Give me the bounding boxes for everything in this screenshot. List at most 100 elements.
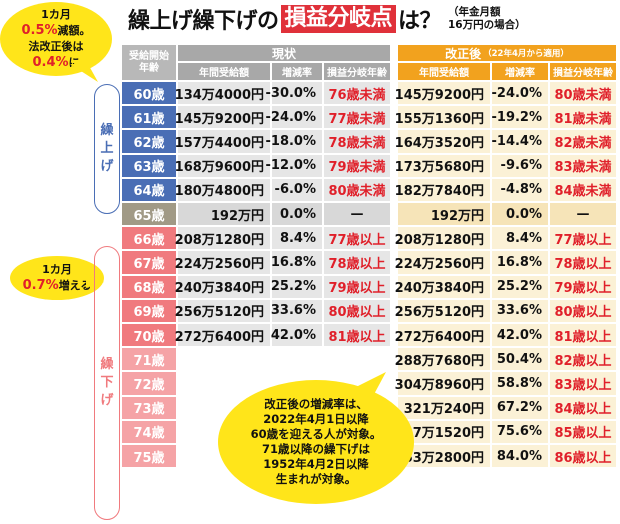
current-amount-cell: 168万9600円 (175, 154, 270, 177)
revised-rate-cell: 84.0% (492, 445, 548, 468)
bubble-top-new-rate: 0.4% (32, 55, 69, 70)
current-rate-cell: -30.0% (266, 82, 322, 105)
current-rate-header: 増減率 (272, 63, 322, 80)
current-breakeven-cell: 79歳未満 (324, 154, 390, 177)
revised-rate-cell: 33.6% (492, 299, 548, 322)
revised-breakeven-cell: 86歳以上 (550, 445, 616, 468)
current-rate-cell: -12.0% (266, 154, 322, 177)
current-amount-cell: 134万4000円 (175, 82, 270, 105)
bubble-top-suffix: に (68, 56, 80, 69)
revised-rate-header: 増減率 (492, 63, 548, 80)
bubble-mid-text: 増える (58, 279, 92, 292)
bubble-top-line1: 1カ月 (41, 8, 71, 21)
current-breakeven-cell: 79歳以上 (324, 275, 390, 298)
deferred-char-3: げ (100, 393, 114, 408)
early-char-2: 上 (100, 141, 114, 156)
revised-breakeven-cell: 80歳以上 (550, 299, 616, 322)
revised-breakeven-cell: 84歳未満 (550, 178, 616, 201)
current-amount-cell: 256万5120円 (175, 299, 270, 322)
bubble-mid-line2: 0.7%増える (23, 278, 92, 294)
current-rate-cell: 33.6% (271, 299, 322, 322)
note-line2: 16万円の場合） (448, 19, 526, 31)
callout-line4: 71歳以降の繰下げは (261, 442, 370, 456)
deferred-char-2: 下 (100, 375, 114, 390)
age-header-line2: 年齢 (139, 62, 159, 74)
revised-amount-cell: 145万9200円 (395, 82, 490, 105)
revised-breakeven-cell: 80歳未満 (550, 82, 616, 105)
age-cell: 63歳 (122, 154, 176, 177)
revised-rate-cell: -9.6% (492, 154, 548, 177)
age-cell: 71歳 (122, 348, 176, 371)
current-amount-cell: 157万4400円 (175, 130, 270, 153)
current-amount-header: 年間受給額 (178, 63, 270, 80)
revised-rate-cell: 16.8% (492, 251, 548, 274)
callout-line6: 生まれが対象。 (275, 472, 357, 486)
callout-line5: 1952年4月2日以降 (263, 457, 369, 471)
revision-callout: 改正後の増減率は、 2022年4月1日以降 60歳を迎える人が対象。 71歳以降… (218, 380, 414, 504)
revised-breakeven-cell: 83歳未満 (550, 154, 616, 177)
revised-rate-cell: 67.2% (492, 396, 548, 419)
title-part1: 繰上げ繰下げの (128, 9, 279, 34)
revised-amount-cell: 321万240円 (398, 396, 490, 419)
bubble-mid-rate: 0.7% (22, 278, 59, 293)
early-claim-band: 繰 上 げ (94, 84, 120, 214)
deferred-char-1: 繰 (100, 357, 114, 372)
age-cell: 72歳 (122, 372, 176, 395)
revised-amount-cell: 353万2800円 (395, 445, 490, 468)
reduction-rate-bubble: 1カ月 0.5%減額。 法改正後は 0.4%に (0, 2, 112, 76)
current-amount-cell: 224万2560円 (175, 251, 270, 274)
age-cell: 75歳 (122, 445, 176, 468)
revised-breakeven-cell: 82歳未満 (550, 130, 616, 153)
revised-breakeven-cell: — (550, 203, 616, 226)
age-cell: 69歳 (122, 299, 176, 322)
revised-amount-cell: 240万3840円 (395, 275, 490, 298)
bubble-mid-tail (86, 274, 104, 288)
revised-breakeven-header: 損益分岐年齢 (550, 63, 616, 80)
current-breakeven-cell: 81歳以上 (324, 324, 390, 347)
revised-amount-cell: 272万6400円 (395, 324, 490, 347)
revised-amount-cell: 337万1520円 (395, 420, 490, 443)
callout-line1: 改正後の増減率は、 (264, 397, 368, 411)
revised-rate-cell: 42.0% (492, 324, 548, 347)
revised-amount-cell: 182万7840円 (395, 178, 490, 201)
revised-rate-cell: -14.4% (492, 130, 548, 153)
revised-breakeven-cell: 77歳以上 (550, 227, 616, 250)
current-amount-cell: 192万円 (178, 203, 270, 226)
bubble-top-line2: 0.5%減額。 (21, 23, 90, 39)
callout-line3: 60歳を迎える人が対象。 (250, 427, 382, 441)
revised-label: 改正後 (445, 46, 482, 61)
age-cell: 67歳 (122, 251, 176, 274)
revised-note: （22年4月から適用） (483, 49, 569, 59)
revised-group-header: 改正後 （22年4月から適用） (398, 45, 616, 61)
revised-rate-cell: 25.2% (492, 275, 548, 298)
current-amount-cell: 208万1280円 (175, 227, 270, 250)
age-cell: 74歳 (122, 420, 176, 443)
title-part2: は？ (398, 9, 442, 34)
revised-rate-cell: -19.2% (492, 106, 548, 129)
age-cell: 66歳 (122, 227, 176, 250)
revised-amount-header: 年間受給額 (398, 63, 490, 80)
annual-pension-note: （年金月額 16万円の場合） (448, 6, 526, 32)
current-breakeven-cell: 78歳未満 (324, 130, 390, 153)
revised-breakeven-cell: 84歳以上 (550, 396, 616, 419)
revised-amount-cell: 164万3520円 (395, 130, 490, 153)
current-breakeven-cell: 80歳以上 (324, 299, 390, 322)
current-rate-cell: 0.0% (272, 203, 322, 226)
revised-rate-cell: 50.4% (492, 348, 548, 371)
current-breakeven-header: 損益分岐年齢 (324, 63, 390, 80)
increase-rate-bubble: 1カ月 0.7%増える (10, 256, 104, 300)
current-rate-cell: 25.2% (271, 275, 322, 298)
callout-tail (350, 372, 386, 398)
revised-rate-cell: -4.8% (492, 178, 548, 201)
callout-line2: 2022年4月1日以降 (263, 412, 369, 426)
revised-breakeven-cell: 85歳以上 (550, 420, 616, 443)
age-cell: 61歳 (122, 106, 176, 129)
revised-breakeven-cell: 83歳以上 (550, 372, 616, 395)
current-group-header: 現状 (178, 45, 390, 61)
revised-breakeven-cell: 78歳以上 (550, 251, 616, 274)
current-amount-cell: 240万3840円 (175, 275, 270, 298)
bubble-top-rate: 0.5% (21, 23, 58, 38)
revised-rate-cell: 75.6% (492, 420, 548, 443)
revised-amount-cell: 256万5120円 (395, 299, 490, 322)
revised-amount-cell: 192万円 (398, 203, 490, 226)
